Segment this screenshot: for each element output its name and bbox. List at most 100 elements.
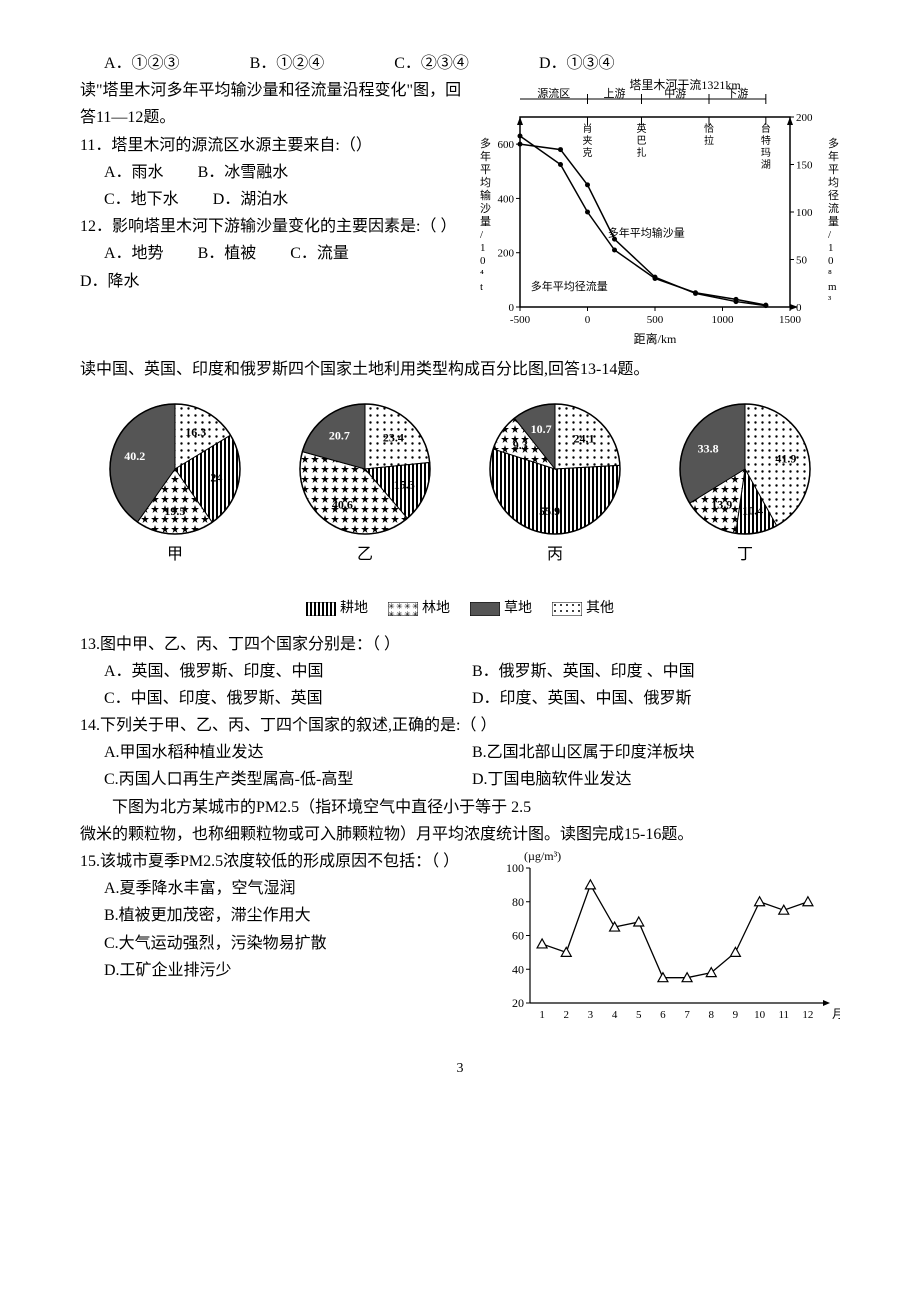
q11-opt-b: B．冰雪融水 <box>198 164 289 181</box>
svg-text:16.3: 16.3 <box>185 425 206 439</box>
svg-text:55.9: 55.9 <box>539 503 560 517</box>
svg-text:距离/km: 距离/km <box>634 331 677 346</box>
svg-text:8: 8 <box>709 1009 715 1021</box>
svg-text:0: 0 <box>585 314 591 326</box>
q14-opt-b: B.乙国北部山区属于印度洋板块 <box>472 739 840 766</box>
svg-text:24.1: 24.1 <box>574 431 595 445</box>
svg-text:湖: 湖 <box>761 159 771 171</box>
svg-text:特: 特 <box>761 135 771 147</box>
q13-stem: 13.图中甲、乙、丙、丁四个国家分别是：（ ） <box>80 631 840 658</box>
q11-options: A．雨水 B．冰雪融水 C．地下水 D．湖泊水 <box>80 159 470 213</box>
svg-text:玛: 玛 <box>761 147 771 159</box>
q15-opt-c: C.大气运动强烈，污染物易扩散 <box>104 930 490 957</box>
svg-text:克: 克 <box>583 147 593 159</box>
svg-text:150: 150 <box>796 160 813 172</box>
q11-opt-d: D．湖泊水 <box>213 191 289 208</box>
q14-opt-a: A.甲国水稻种植业发达 <box>104 739 472 766</box>
pm25-chart: 20406080100(µg/m³)123456789101112月 <box>490 848 840 1028</box>
svg-text:40: 40 <box>512 962 524 976</box>
svg-text:-500: -500 <box>510 314 531 326</box>
svg-text:9: 9 <box>733 1009 739 1021</box>
svg-text:⁸: ⁸ <box>828 268 832 280</box>
q14-options: A.甲国水稻种植业发达 C.丙国人口再生产类型属高-低-高型 B.乙国北部山区属… <box>80 739 840 793</box>
svg-text:多: 多 <box>480 136 491 150</box>
q10-opt-a: A．①②③ <box>104 50 180 77</box>
pie-charts: 16.32419.540.2甲23.415.340.620.7乙24.155.9… <box>80 384 840 584</box>
svg-text:4: 4 <box>612 1009 618 1021</box>
svg-text:丁: 丁 <box>737 546 753 563</box>
q11-opt-a: A．雨水 <box>104 164 164 181</box>
q12-opt-a: A．地势 <box>104 245 164 262</box>
intro-11-12: 读"塔里木河多年平均输沙量和径流量沿程变化"图，回答11—12题。 <box>80 77 470 131</box>
svg-text:50: 50 <box>796 255 808 267</box>
svg-text:0: 0 <box>509 302 515 314</box>
svg-text:80: 80 <box>512 895 524 909</box>
q14-opt-c: C.丙国人口再生产类型属高-低-高型 <box>104 766 472 793</box>
q12-stem: 12．影响塔里木河下游输沙量变化的主要因素是:（ ） <box>80 213 470 240</box>
svg-text:⁴: ⁴ <box>480 268 484 280</box>
q12-options: A．地势 B．植被 C．流量 <box>80 240 470 267</box>
svg-text:平: 平 <box>480 164 491 176</box>
svg-text:³: ³ <box>828 294 832 306</box>
svg-text:11: 11 <box>778 1009 789 1021</box>
svg-text:夹: 夹 <box>583 134 593 147</box>
svg-text:200: 200 <box>796 112 813 124</box>
q15-opt-d: D.工矿企业排污少 <box>104 957 490 984</box>
page-number: 3 <box>80 1057 840 1081</box>
q12-opt-c: C．流量 <box>290 245 349 262</box>
svg-text:10.7: 10.7 <box>531 422 552 436</box>
legend-caodi: 草地 <box>504 597 532 621</box>
svg-text:乙: 乙 <box>357 546 373 563</box>
svg-text:20: 20 <box>512 996 524 1010</box>
svg-text:40.2: 40.2 <box>124 449 145 463</box>
svg-text:100: 100 <box>796 207 813 219</box>
q11-stem: 11．塔里木河的源流区水源主要来自:（） <box>80 132 470 159</box>
q10-opt-c: C．②③④ <box>394 50 469 77</box>
svg-text:40.6: 40.6 <box>332 497 353 511</box>
svg-text:10.4: 10.4 <box>742 503 763 517</box>
svg-text:41.9: 41.9 <box>775 451 796 465</box>
svg-text:24: 24 <box>210 470 222 484</box>
svg-text:500: 500 <box>647 314 664 326</box>
svg-text:19.5: 19.5 <box>164 504 185 518</box>
svg-text:/: / <box>828 229 832 241</box>
q15-opt-a: A.夏季降水丰富，空气湿润 <box>104 875 490 902</box>
q12-opt-d: D．降水 <box>80 268 470 295</box>
q10-opt-b: B．①②④ <box>250 50 325 77</box>
svg-text:均: 均 <box>828 176 839 189</box>
svg-text:下游: 下游 <box>726 87 748 100</box>
svg-text:月: 月 <box>832 1007 840 1021</box>
svg-text:输: 输 <box>480 188 491 202</box>
svg-text:扎: 扎 <box>637 146 647 159</box>
svg-text:t: t <box>480 281 483 293</box>
svg-text:0: 0 <box>480 255 486 267</box>
svg-text:1: 1 <box>480 242 486 254</box>
pie-legend: 耕地 林地 草地 其他 <box>80 597 840 621</box>
svg-text:沙: 沙 <box>480 202 491 215</box>
svg-text:400: 400 <box>498 194 515 206</box>
svg-text:13.9: 13.9 <box>711 497 732 511</box>
q15-options: A.夏季降水丰富，空气湿润 B.植被更加茂密，滞尘作用大 C.大气运动强烈，污染… <box>80 875 490 984</box>
svg-text:流: 流 <box>828 201 839 215</box>
svg-text:1500: 1500 <box>779 314 802 326</box>
intro-15-16-b: 微米的颗粒物，也称细颗粒物或可入肺颗粒物）月平均浓度统计图。读图完成15-16题… <box>80 821 840 848</box>
svg-text:23.4: 23.4 <box>383 430 404 444</box>
q14-stem: 14.下列关于甲、乙、丙、丁四个国家的叙述,正确的是:（ ） <box>80 712 840 739</box>
q13-opt-d: D．印度、英国、中国、俄罗斯 <box>472 685 840 712</box>
svg-text:m: m <box>828 281 837 293</box>
svg-text:年: 年 <box>828 149 839 163</box>
svg-text:5: 5 <box>636 1009 642 1021</box>
svg-text:径: 径 <box>828 189 839 202</box>
q15-stem: 15.该城市夏季PM2.5浓度较低的形成原因不包括：（ ） <box>80 848 490 875</box>
q10-options: A．①②③ B．①②④ C．②③④ D．①③④ <box>80 50 840 77</box>
legend-gengdi: 耕地 <box>340 597 368 621</box>
svg-text:平: 平 <box>828 164 839 176</box>
svg-text:3: 3 <box>588 1009 594 1021</box>
svg-text:中游: 中游 <box>664 87 686 100</box>
svg-text:15.3: 15.3 <box>394 477 415 491</box>
svg-text:量: 量 <box>480 215 491 228</box>
svg-text:200: 200 <box>498 248 515 260</box>
q15-opt-b: B.植被更加茂密，滞尘作用大 <box>104 902 490 929</box>
svg-text:巴: 巴 <box>637 135 647 147</box>
q13-opt-b: B．俄罗斯、英国、印度 、中国 <box>472 658 840 685</box>
